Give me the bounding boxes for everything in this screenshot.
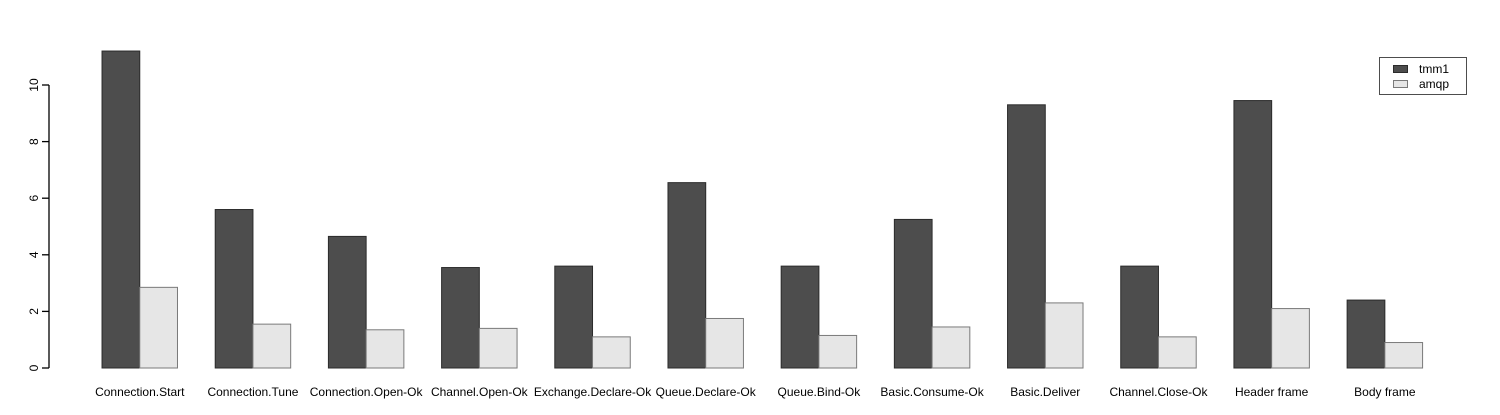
bar-amqp (931, 326, 971, 369)
legend-label-tmm1: tmm1 (1419, 61, 1449, 76)
chart-legend: tmm1 amqp (1379, 57, 1467, 95)
x-category-label: Channel.Open-Ok (431, 385, 529, 399)
bar-amqp (1384, 342, 1424, 369)
x-category-label: Channel.Close-Ok (1109, 385, 1208, 399)
bar-tmm1 (780, 265, 820, 369)
bar-tmm1 (1007, 104, 1046, 369)
bar-amqp (252, 323, 292, 369)
x-category-label: Queue.Declare-Ok (656, 385, 757, 399)
x-category-label: Connection.Tune (207, 385, 298, 399)
bar-amqp (1044, 302, 1084, 369)
bar-tmm1 (1346, 299, 1386, 369)
legend-item-tmm1: tmm1 (1393, 63, 1466, 75)
bar-tmm1 (1233, 100, 1273, 369)
bar-tmm1 (554, 265, 594, 369)
bar-tmm1 (1120, 265, 1159, 369)
x-category-label: Basic.Deliver (1010, 385, 1080, 399)
bar-amqp (478, 327, 518, 369)
y-tick-label: 8 (27, 138, 41, 145)
y-tick-label: 4 (27, 251, 41, 258)
x-category-label: Connection.Start (95, 385, 185, 399)
bar-tmm1 (893, 218, 933, 369)
bar-amqp (705, 317, 744, 369)
legend-swatch-tmm1 (1393, 64, 1408, 73)
bar-amqp (1271, 308, 1310, 369)
y-tick-label: 10 (27, 78, 41, 92)
y-tick-label: 0 (27, 364, 41, 371)
x-category-label: Queue.Bind-Ok (778, 385, 862, 399)
bar-amqp (1157, 336, 1197, 369)
legend-label-amqp: amqp (1419, 76, 1450, 91)
x-category-label: Basic.Consume-Ok (880, 385, 984, 399)
bar-amqp (818, 334, 858, 369)
legend-swatch-amqp (1393, 79, 1408, 88)
legend-item-amqp: amqp (1393, 78, 1466, 90)
bar-amqp (592, 336, 631, 369)
x-category-label: Connection.Open-Ok (310, 385, 424, 399)
bar-tmm1 (667, 182, 707, 369)
bar-tmm1 (327, 235, 367, 369)
x-category-label: Exchange.Declare-Ok (534, 385, 652, 399)
x-category-label: Body frame (1354, 385, 1416, 399)
bar-tmm1 (101, 50, 141, 369)
bar-amqp (139, 286, 178, 369)
bar-tmm1 (214, 209, 254, 369)
y-tick-label: 6 (27, 195, 41, 202)
y-tick-label: 2 (27, 308, 41, 315)
bar-amqp (365, 329, 405, 369)
x-category-label: Header frame (1235, 385, 1309, 399)
bar-tmm1 (441, 267, 480, 369)
